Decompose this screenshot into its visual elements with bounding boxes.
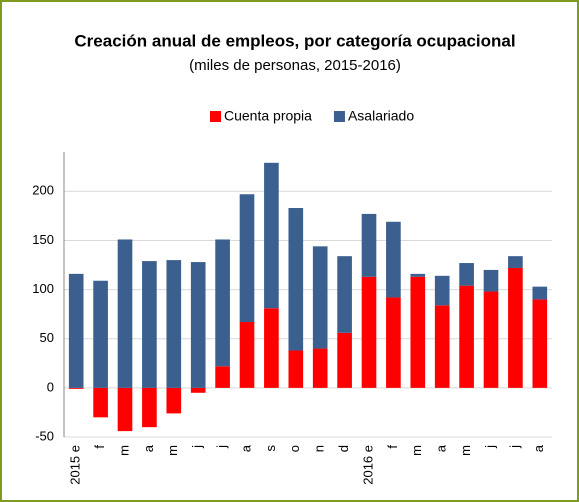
bar — [508, 267, 523, 388]
bar — [337, 332, 352, 388]
bar — [434, 305, 450, 388]
y-tick-label: 0 — [47, 379, 54, 394]
bar — [166, 387, 182, 414]
bar — [483, 291, 499, 388]
bar — [459, 263, 474, 286]
bar — [190, 387, 206, 393]
x-tick-label: j — [214, 445, 229, 449]
bar — [239, 322, 255, 388]
x-tick-label: a — [434, 444, 449, 452]
x-tick-label: n — [312, 445, 327, 452]
chart-title: Creación anual de empleos, por categoría… — [74, 31, 515, 50]
x-tick-label: a — [531, 444, 546, 452]
bar — [386, 221, 401, 298]
y-tick-label: 200 — [32, 183, 54, 198]
bar — [337, 256, 352, 333]
y-tick-label: -50 — [35, 428, 54, 443]
x-tick-label: d — [336, 445, 351, 452]
x-tick-label: o — [287, 445, 302, 452]
bar — [508, 256, 523, 268]
y-tick-label: 150 — [32, 232, 54, 247]
bar — [239, 194, 255, 323]
x-tick-label: m — [116, 445, 131, 456]
chart-subtitle: (miles de personas, 2015-2016) — [189, 57, 401, 74]
bar — [166, 260, 182, 388]
bar — [190, 262, 206, 388]
x-tick-label: s — [263, 445, 278, 452]
bar — [264, 162, 279, 309]
x-tick-label: f — [92, 445, 107, 449]
x-tick-label: 2016 e — [360, 445, 375, 485]
legend-label: Cuenta propia — [224, 108, 312, 124]
bar — [142, 261, 157, 388]
bar — [93, 280, 108, 388]
bar — [410, 273, 426, 277]
bar — [264, 308, 279, 388]
bar — [386, 297, 401, 388]
bar — [117, 239, 133, 388]
bar — [361, 276, 377, 388]
legend-swatch — [333, 111, 345, 122]
bar — [68, 387, 84, 389]
x-tick-label: m — [165, 445, 180, 456]
x-tick-label: j — [190, 445, 205, 449]
bar — [483, 269, 499, 292]
x-tick-label: f — [385, 445, 400, 449]
bar — [434, 275, 450, 306]
bar — [410, 276, 426, 388]
bar — [117, 387, 133, 432]
bar — [93, 387, 108, 418]
bar — [532, 286, 548, 300]
x-tick-label: a — [141, 444, 156, 452]
y-tick-label: 100 — [32, 281, 54, 296]
legend-swatch — [210, 111, 221, 122]
bar — [312, 348, 328, 388]
y-tick-label: 50 — [40, 330, 54, 345]
x-tick-label: m — [458, 445, 473, 456]
x-tick-label: j — [507, 445, 522, 449]
bar — [142, 387, 157, 428]
x-tick-label: m — [409, 445, 424, 456]
x-tick-label: a — [238, 444, 253, 452]
bar — [532, 299, 548, 388]
bar — [361, 213, 377, 277]
x-tick-label: j — [482, 445, 497, 449]
x-tick-label: 2015 e — [68, 445, 83, 485]
bar — [68, 273, 84, 388]
bar — [288, 350, 304, 388]
bar — [312, 246, 328, 349]
bar — [288, 208, 304, 351]
bar — [215, 366, 230, 388]
legend-label: Asalariado — [348, 108, 414, 124]
bar — [215, 239, 230, 367]
bar — [459, 285, 474, 388]
